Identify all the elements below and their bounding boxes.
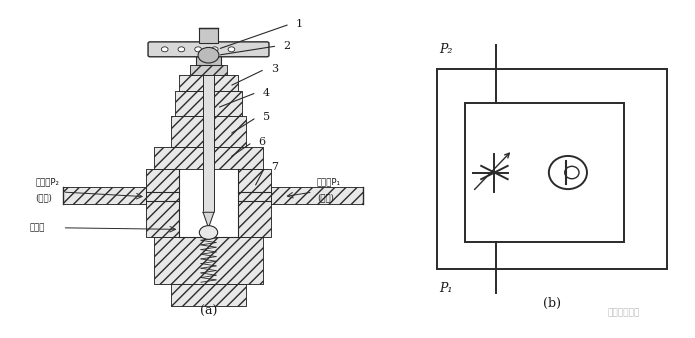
Circle shape: [211, 47, 218, 52]
Bar: [437, 69, 667, 269]
Text: (a): (a): [200, 305, 217, 318]
Bar: [175, 91, 242, 116]
Text: 5: 5: [263, 113, 270, 122]
Bar: [199, 28, 218, 43]
Text: 6: 6: [259, 137, 265, 147]
Bar: [154, 147, 263, 169]
FancyBboxPatch shape: [148, 42, 269, 57]
Text: 出油口P₂: 出油口P₂: [35, 177, 60, 186]
Bar: [171, 116, 246, 147]
Bar: [179, 75, 238, 91]
Circle shape: [178, 47, 185, 52]
Circle shape: [161, 47, 168, 52]
Bar: [171, 284, 246, 306]
Text: 機械液压论坛: 機械液压论坛: [607, 308, 639, 317]
Bar: [203, 75, 214, 212]
Text: P₁: P₁: [439, 282, 452, 295]
Bar: [146, 169, 179, 237]
Text: 4: 4: [263, 88, 270, 98]
Bar: [465, 103, 623, 242]
Bar: [190, 65, 227, 75]
Bar: [175, 91, 242, 116]
Bar: [63, 187, 146, 204]
Bar: [63, 187, 146, 204]
Bar: [154, 237, 263, 284]
Circle shape: [199, 226, 218, 239]
Text: 7: 7: [271, 162, 278, 172]
Bar: [271, 187, 363, 204]
Bar: [179, 75, 238, 91]
Text: 1: 1: [296, 19, 303, 29]
Bar: [171, 116, 246, 147]
Bar: [146, 169, 179, 237]
Bar: [154, 237, 263, 284]
Text: 2: 2: [284, 41, 291, 51]
Circle shape: [228, 47, 235, 52]
Text: 节流口: 节流口: [29, 223, 44, 232]
Circle shape: [195, 47, 202, 52]
Text: P₂: P₂: [439, 43, 452, 56]
Text: (反进): (反进): [35, 194, 52, 202]
Text: 3: 3: [271, 64, 278, 74]
Bar: [171, 284, 246, 306]
Bar: [190, 65, 227, 75]
Circle shape: [198, 47, 219, 63]
Bar: [271, 187, 363, 204]
Text: 进油口P₁: 进油口P₁: [317, 177, 341, 186]
Bar: [196, 55, 221, 65]
Text: (b): (b): [543, 297, 561, 310]
Bar: [154, 147, 263, 169]
Bar: [179, 169, 238, 237]
Polygon shape: [203, 212, 214, 228]
Bar: [238, 169, 271, 237]
Bar: [238, 169, 271, 237]
Text: (反出): (反出): [317, 194, 334, 202]
